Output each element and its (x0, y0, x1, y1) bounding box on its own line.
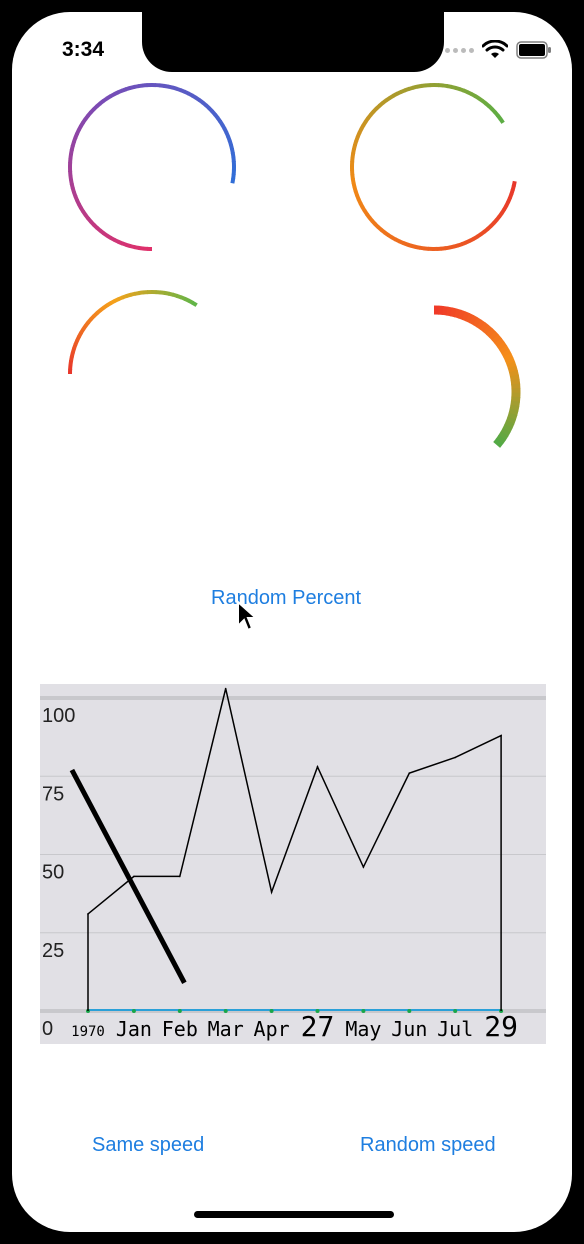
x-marker (407, 1009, 412, 1013)
x-marker (361, 1009, 366, 1013)
series-1-point (87, 913, 89, 915)
x-marker (315, 1009, 320, 1013)
series-1-point (224, 687, 227, 690)
x-tick-label: Jul (437, 1017, 473, 1041)
status-icons (445, 40, 552, 60)
series-1-point (500, 734, 502, 737)
x-tick-label: Mar (208, 1017, 244, 1041)
ring-3 (68, 289, 198, 375)
progress-rings (68, 82, 521, 448)
x-tick-label: Feb (162, 1017, 198, 1041)
series-line-2 (69, 768, 187, 984)
series-1-point (454, 756, 457, 759)
app-screen: 3:34 Random Percent 100 75 50 25 0 1970 Jan Feb… (12, 12, 572, 1232)
ring-4 (433, 305, 521, 448)
random-percent-button[interactable]: Random Percent (211, 587, 362, 609)
x-tick-label: 1970 (71, 1024, 105, 1040)
chart-background (40, 684, 546, 1044)
x-tick-label: May (345, 1017, 381, 1041)
x-marker (131, 1009, 136, 1013)
series-1-point (316, 766, 319, 768)
x-marker (223, 1009, 228, 1013)
x-marker (453, 1009, 458, 1013)
battery-icon (516, 41, 551, 59)
random-speed-button[interactable]: Random speed (360, 1134, 496, 1156)
y-tick-label: 50 (42, 862, 64, 884)
x-tick-label: 29 (484, 1010, 518, 1043)
x-tick-label: Jan (116, 1017, 152, 1041)
cellular-dots-icon (445, 47, 474, 53)
notch (142, 12, 444, 72)
y-tick-label: 75 (42, 783, 64, 805)
x-tick-label: 27 (301, 1010, 335, 1043)
series-1-point (133, 875, 135, 878)
same-speed-button[interactable]: Same speed (92, 1134, 205, 1156)
status-time: 3:34 (62, 38, 105, 61)
y-tick-label: 0 (42, 1018, 53, 1040)
y-tick-label: 100 (42, 705, 75, 727)
x-tick-label: Apr (254, 1017, 290, 1041)
wifi-icon (482, 40, 508, 58)
y-tick-label: 25 (42, 940, 64, 962)
series-line-1 (87, 688, 502, 1011)
series-1-point (408, 772, 411, 774)
series-1-point (362, 866, 365, 868)
series-1-point (270, 891, 273, 893)
series-1-point (179, 875, 181, 878)
x-tick-label: Jun (391, 1017, 427, 1041)
home-indicator (194, 1211, 394, 1218)
line-chart: 100 75 50 25 0 1970 Jan Feb Mar Apr 27 May Jun Jul 29 (40, 684, 546, 1044)
x-marker (269, 1009, 274, 1013)
mouse-pointer-icon (237, 600, 259, 632)
x-marker (177, 1009, 182, 1013)
ring-2 (349, 83, 517, 251)
ring-1 (68, 82, 236, 251)
